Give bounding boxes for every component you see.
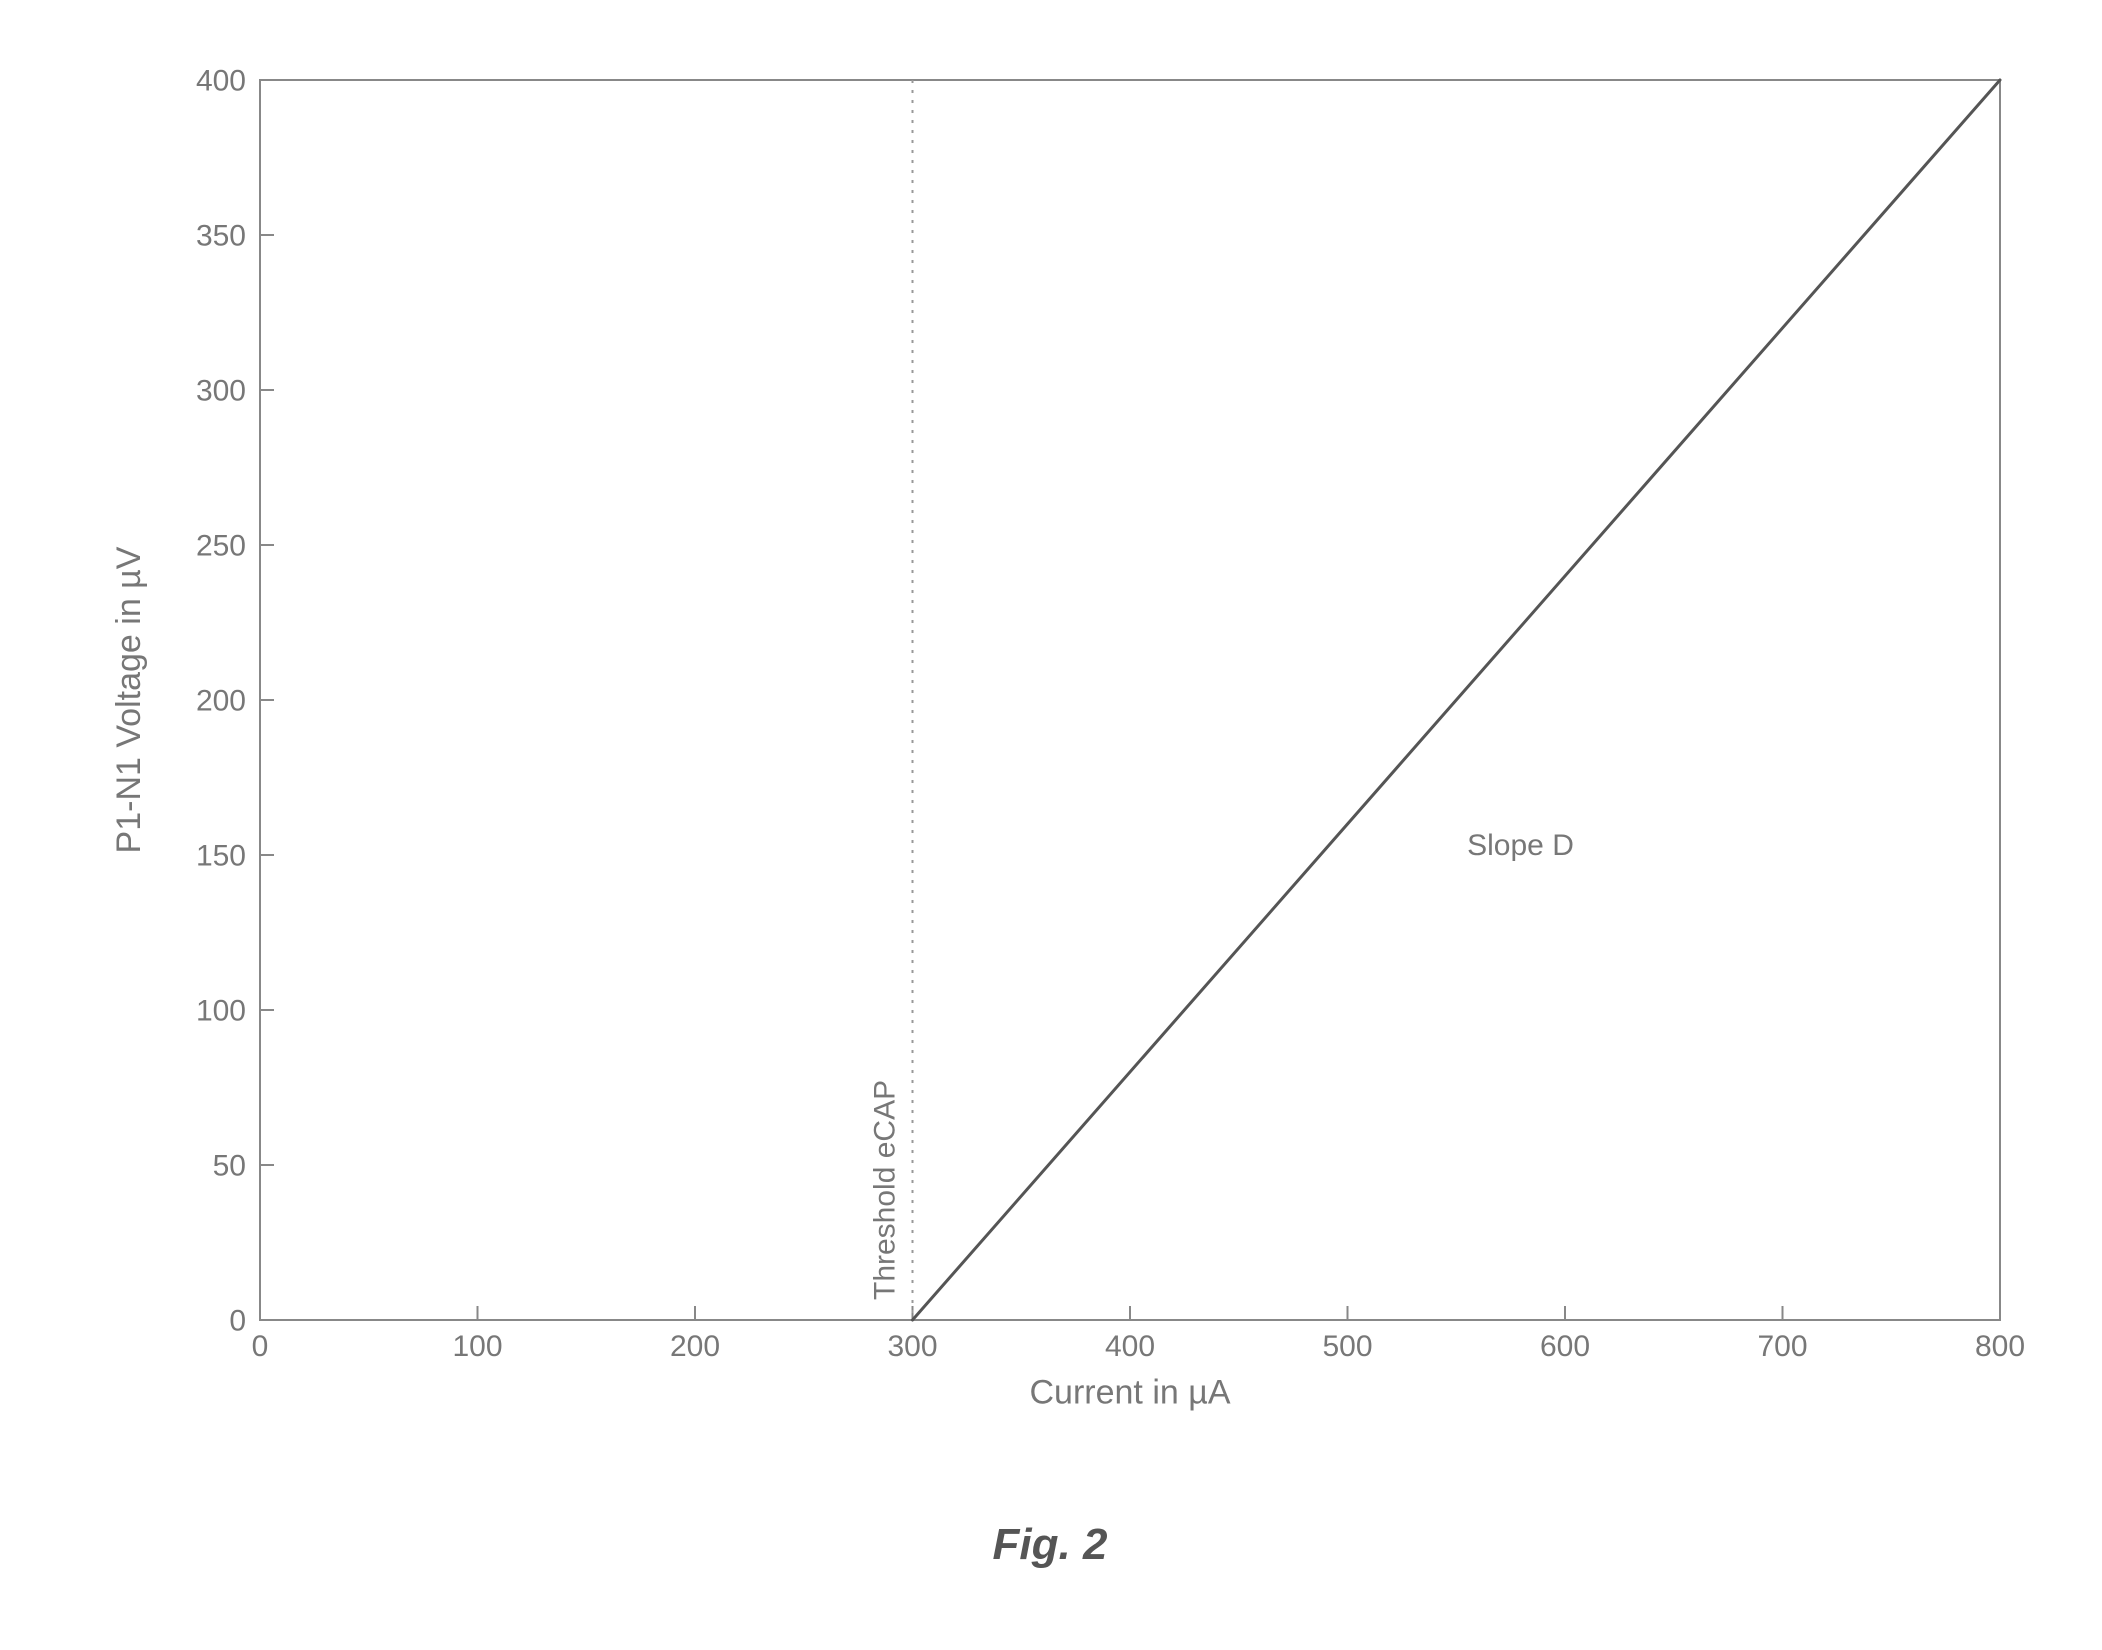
threshold-label: Threshold eCAP (869, 1080, 902, 1300)
x-tick-label: 200 (670, 1330, 720, 1363)
chart-container: 0 100 200 300 400 500 600 700 800 0 50 100 150 200 250… (60, 40, 2040, 1600)
x-axis-label: Current in µA (1030, 1374, 1231, 1412)
page: 0 100 200 300 400 500 600 700 800 0 50 100 150 200 250… (0, 0, 2102, 1650)
y-axis-label: P1-N1 Voltage in µV (110, 546, 148, 853)
x-tick-label: 400 (1105, 1330, 1155, 1363)
y-tick-label: 0 (229, 1305, 246, 1338)
series-slope-d (913, 80, 2001, 1320)
figure-caption: Fig. 2 (993, 1520, 1108, 1570)
y-tick-label: 200 (196, 685, 246, 718)
x-tick-label: 500 (1322, 1330, 1372, 1363)
x-tick-label: 300 (887, 1330, 937, 1363)
x-tick-label: 0 (252, 1330, 269, 1363)
x-tick-label: 600 (1540, 1330, 1590, 1363)
plot-box (260, 80, 2000, 1320)
y-tick-label: 300 (196, 375, 246, 408)
y-tick-label: 250 (196, 530, 246, 563)
y-tick-label: 100 (196, 995, 246, 1028)
chart-svg: 0 100 200 300 400 500 600 700 800 0 50 100 150 200 250… (60, 40, 2040, 1470)
y-tick-label: 150 (196, 840, 246, 873)
x-tick-label: 800 (1975, 1330, 2025, 1363)
y-tick-label: 400 (196, 65, 246, 98)
x-tick-label: 700 (1757, 1330, 1807, 1363)
y-tick-label: 350 (196, 220, 246, 253)
y-tick-label: 50 (213, 1150, 246, 1183)
x-tick-label: 100 (452, 1330, 502, 1363)
slope-d-label: Slope D (1467, 829, 1574, 862)
